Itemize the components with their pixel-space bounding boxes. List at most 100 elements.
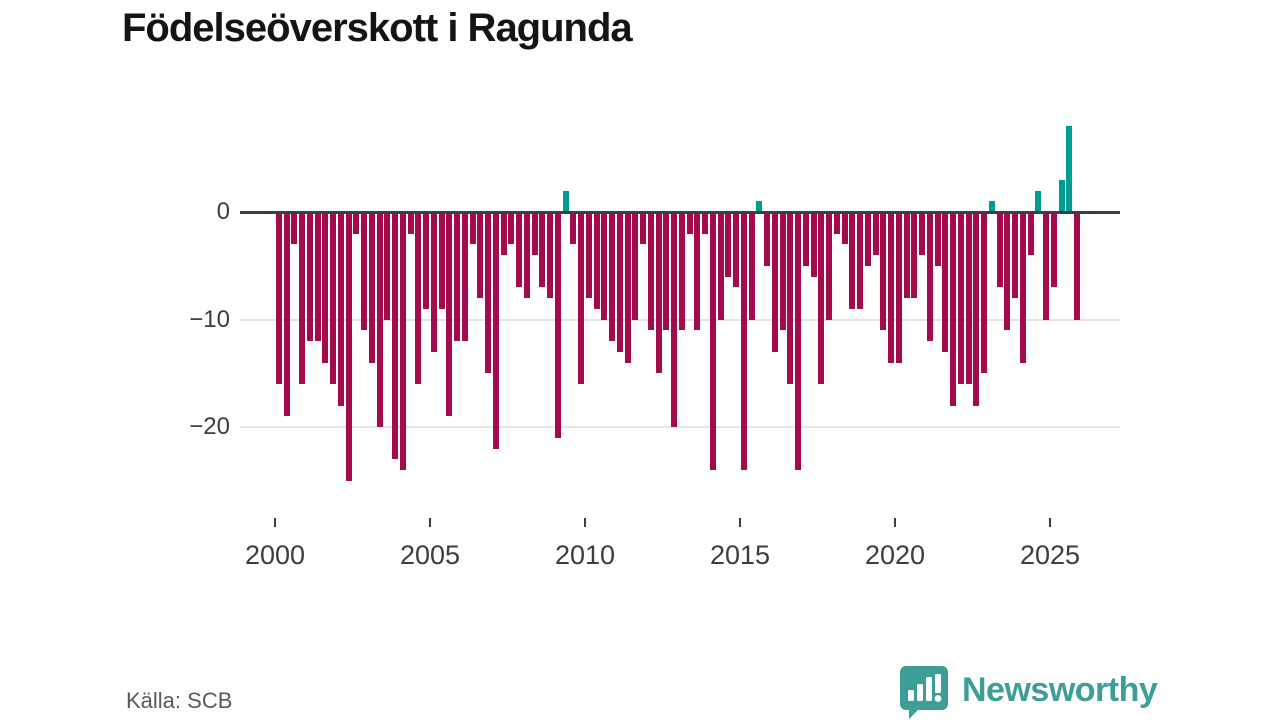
bar (826, 212, 833, 320)
bar (663, 212, 670, 331)
x-axis-label: 2000 (244, 540, 306, 570)
bar (314, 212, 321, 341)
bar (283, 212, 290, 417)
bar (833, 212, 840, 234)
bar (709, 212, 716, 470)
bar (500, 212, 507, 255)
x-axis-label: 2015 (709, 540, 771, 570)
bar (361, 212, 368, 331)
bar (570, 212, 577, 245)
bar (919, 212, 926, 255)
bar (454, 212, 461, 341)
bar (740, 212, 747, 470)
bar (593, 212, 600, 309)
bar (392, 212, 399, 460)
bar (1066, 126, 1073, 212)
bar (1019, 212, 1026, 363)
bar (516, 212, 523, 288)
bar (756, 201, 763, 213)
x-axis-tick (429, 518, 431, 527)
bar (601, 212, 608, 320)
bar (384, 212, 391, 320)
bar (934, 212, 941, 266)
bar (996, 212, 1003, 288)
bar (446, 212, 453, 417)
bar (415, 212, 422, 384)
bar (988, 201, 995, 213)
bar (345, 212, 352, 481)
bar (903, 212, 910, 298)
bar (717, 212, 724, 320)
bar (678, 212, 685, 331)
bar (578, 212, 585, 384)
y-axis-label: 0 (216, 198, 230, 225)
bar (624, 212, 631, 363)
bar (330, 212, 337, 384)
bar (950, 212, 957, 406)
x-axis-label: 2005 (399, 540, 461, 570)
bar (306, 212, 313, 341)
bar (609, 212, 616, 341)
newsworthy-wordmark: Newsworthy (962, 671, 1158, 709)
bar (647, 212, 654, 331)
bar (430, 212, 437, 352)
bar (640, 212, 647, 245)
bar (291, 212, 298, 245)
bar (1058, 179, 1065, 213)
bar (725, 212, 732, 277)
bar (531, 212, 538, 255)
bar (438, 212, 445, 309)
bar (1074, 212, 1081, 320)
bar (911, 212, 918, 298)
bar (299, 212, 306, 384)
bar (771, 212, 778, 352)
bar (864, 212, 871, 266)
bar (407, 212, 414, 234)
bar (818, 212, 825, 384)
x-axis-label: 2025 (1019, 540, 1081, 570)
y-axis-label: −10 (189, 305, 230, 333)
bar (562, 190, 569, 212)
bar (764, 212, 771, 266)
gridline (240, 426, 1120, 428)
bar (895, 212, 902, 363)
bar (485, 212, 492, 374)
bar (957, 212, 964, 384)
x-axis-tick (739, 518, 741, 527)
chart-title: Födelseöverskott i Ragunda (122, 6, 633, 50)
bar (795, 212, 802, 470)
bar (872, 212, 879, 255)
bar (508, 212, 515, 245)
bar (1050, 212, 1057, 288)
bar (973, 212, 980, 406)
bar (694, 212, 701, 331)
bar (926, 212, 933, 341)
bar (632, 212, 639, 320)
bar (1004, 212, 1011, 331)
x-axis-label: 2020 (864, 540, 926, 570)
bar (942, 212, 949, 352)
bar (368, 212, 375, 363)
bar (376, 212, 383, 427)
bar (802, 212, 809, 266)
bar (469, 212, 476, 245)
bar (477, 212, 484, 298)
bar (1043, 212, 1050, 320)
bar (1027, 212, 1034, 255)
bar (787, 212, 794, 384)
bar (1012, 212, 1019, 298)
bar (337, 212, 344, 406)
x-axis-tick (584, 518, 586, 527)
bar (399, 212, 406, 470)
x-axis-zero-line (240, 210, 1120, 214)
bar (857, 212, 864, 309)
bar (616, 212, 623, 352)
bar (547, 212, 554, 298)
x-axis-tick (1049, 518, 1051, 527)
x-axis-tick (274, 518, 276, 527)
newsworthy-branding: Newsworthy (898, 664, 1158, 720)
source-note: Källa: SCB (126, 688, 233, 713)
bar (841, 212, 848, 245)
bar (554, 212, 561, 438)
